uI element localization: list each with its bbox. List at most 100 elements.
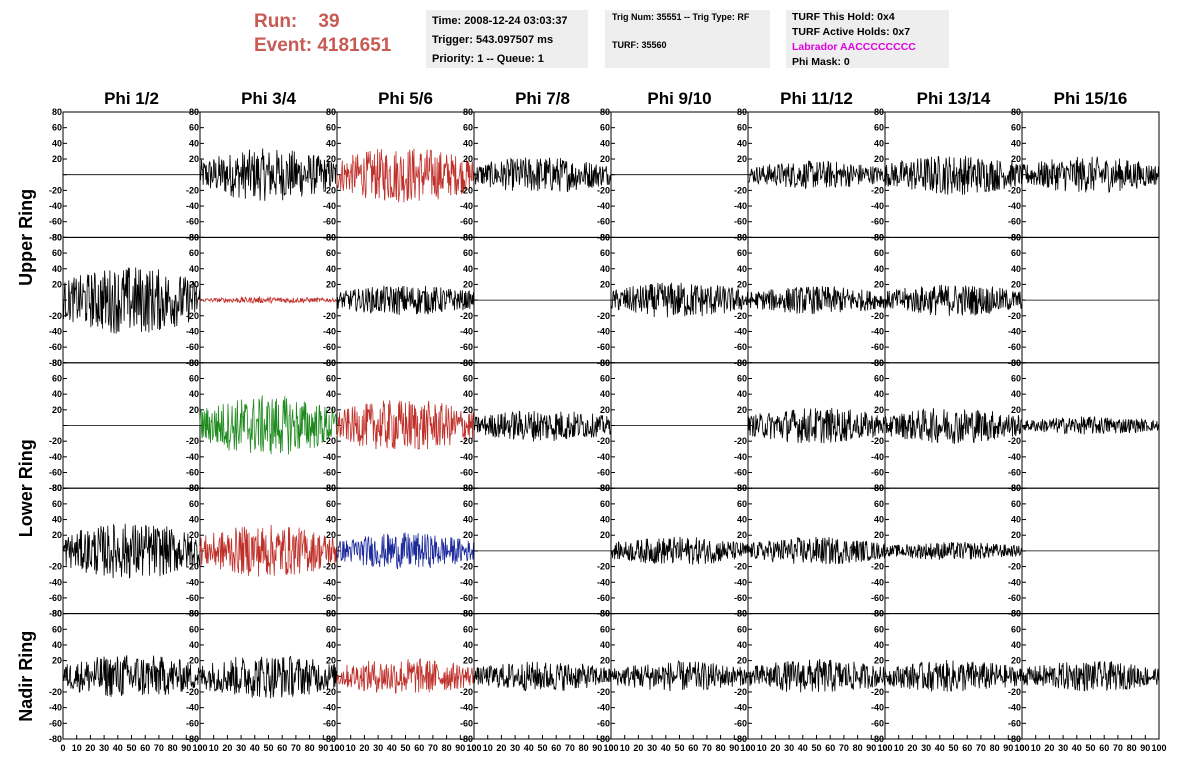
x-tick-label: 30 xyxy=(921,743,931,753)
y-tick-label: 40 xyxy=(189,640,199,650)
x-tick-label: 60 xyxy=(551,743,561,753)
x-tick-label: 40 xyxy=(250,743,260,753)
event-value: 4181651 xyxy=(317,35,392,56)
x-tick-label: 90 xyxy=(1003,743,1013,753)
waveform-trace xyxy=(199,395,338,455)
y-tick-label: 80 xyxy=(52,232,62,242)
y-tick-label: 80 xyxy=(463,358,473,368)
y-tick-label: 80 xyxy=(52,107,62,117)
y-tick-label: -20 xyxy=(1008,562,1021,572)
y-tick-label: 80 xyxy=(326,483,336,493)
x-tick-label: 70 xyxy=(702,743,712,753)
y-tick-label: 20 xyxy=(326,656,336,666)
y-tick-label: 60 xyxy=(463,123,473,133)
y-tick-label: 40 xyxy=(737,515,747,525)
y-tick-label: 40 xyxy=(874,515,884,525)
waveform-trace xyxy=(473,661,612,692)
x-tick-label: 30 xyxy=(236,743,246,753)
x-tick-label: 50 xyxy=(1085,743,1095,753)
y-tick-label: 60 xyxy=(874,499,884,509)
y-tick-label: 60 xyxy=(326,123,336,133)
y-tick-label: -20 xyxy=(1008,687,1021,697)
y-tick-label: -80 xyxy=(49,232,62,242)
y-tick-label: -20 xyxy=(871,562,884,572)
y-tick-label: -60 xyxy=(734,593,747,603)
x-tick-label: 100 xyxy=(603,743,618,753)
x-tick-label: 60 xyxy=(825,743,835,753)
y-tick-label: 60 xyxy=(52,123,62,133)
y-tick-label: -40 xyxy=(1008,452,1021,462)
x-tick-label: 50 xyxy=(537,743,547,753)
column-title: Phi 7/8 xyxy=(515,89,570,108)
waveform-trace xyxy=(62,655,201,697)
x-tick-label: 90 xyxy=(866,743,876,753)
waveform-trace xyxy=(884,155,1023,195)
y-tick-label: 40 xyxy=(1011,138,1021,148)
x-tick-label: 40 xyxy=(935,743,945,753)
x-tick-label: 60 xyxy=(414,743,424,753)
y-tick-label: -40 xyxy=(1008,577,1021,587)
y-tick-label: -60 xyxy=(734,217,747,227)
y-tick-label: 40 xyxy=(189,389,199,399)
x-tick-label: 40 xyxy=(113,743,123,753)
waveform-trace xyxy=(199,148,338,201)
y-tick-label: 80 xyxy=(874,483,884,493)
column-title: Phi 9/10 xyxy=(647,89,711,108)
y-tick-label: -60 xyxy=(460,718,473,728)
y-tick-label: 40 xyxy=(326,138,336,148)
y-tick-label: -60 xyxy=(1008,342,1021,352)
y-tick-label: -40 xyxy=(734,577,747,587)
y-tick-label: -40 xyxy=(323,326,336,336)
y-tick-label: 80 xyxy=(737,483,747,493)
y-tick-label: 40 xyxy=(737,640,747,650)
y-tick-label: -20 xyxy=(186,562,199,572)
x-tick-label: 10 xyxy=(894,743,904,753)
time-text: Time: 2008-12-24 03:03:37 xyxy=(432,15,568,27)
y-tick-label: -20 xyxy=(49,185,62,195)
y-tick-label: -60 xyxy=(323,593,336,603)
y-tick-label: 60 xyxy=(600,624,610,634)
x-tick-label: 60 xyxy=(1099,743,1109,753)
y-tick-label: 40 xyxy=(600,138,610,148)
y-tick-label: 60 xyxy=(52,248,62,258)
y-tick-label: -60 xyxy=(871,718,884,728)
x-tick-label: 80 xyxy=(442,743,452,753)
x-tick-label: 60 xyxy=(962,743,972,753)
x-tick-label: 40 xyxy=(798,743,808,753)
x-tick-label: 20 xyxy=(359,743,369,753)
waveform-trace xyxy=(62,523,201,579)
waveform-trace xyxy=(747,407,886,444)
y-tick-label: 80 xyxy=(874,358,884,368)
y-tick-label: -40 xyxy=(49,577,62,587)
y-tick-label: -40 xyxy=(597,703,610,713)
y-tick-label: 80 xyxy=(463,232,473,242)
y-tick-label: 60 xyxy=(189,123,199,133)
column-title: Phi 5/6 xyxy=(378,89,433,108)
y-tick-label: 20 xyxy=(874,530,884,540)
y-tick-label: -20 xyxy=(323,436,336,446)
y-tick-label: 60 xyxy=(326,248,336,258)
y-tick-label: 80 xyxy=(737,232,747,242)
y-tick-label: 40 xyxy=(463,640,473,650)
y-tick-label: -40 xyxy=(597,577,610,587)
x-tick-label: 40 xyxy=(1072,743,1082,753)
trig-info-box: Trig Num: 35551 -- Trig Type: RF TURF: 3… xyxy=(605,10,770,68)
x-tick-label: 100 xyxy=(1151,743,1166,753)
y-tick-label: 80 xyxy=(1011,107,1021,117)
y-tick-label: 60 xyxy=(737,499,747,509)
y-tick-label: -40 xyxy=(460,452,473,462)
y-tick-label: 20 xyxy=(463,405,473,415)
y-tick-label: -60 xyxy=(597,593,610,603)
y-tick-label: -20 xyxy=(460,436,473,446)
row-group-label: Upper Ring xyxy=(16,189,36,286)
y-tick-label: 80 xyxy=(189,358,199,368)
y-tick-label: 20 xyxy=(874,405,884,415)
x-tick-label: 30 xyxy=(373,743,383,753)
y-tick-label: -20 xyxy=(323,311,336,321)
y-tick-label: 20 xyxy=(1011,405,1021,415)
trigger-text: Trigger: 543.097507 ms xyxy=(432,34,554,46)
y-tick-label: 60 xyxy=(463,499,473,509)
y-tick-label: -20 xyxy=(186,436,199,446)
y-tick-label: 60 xyxy=(189,248,199,258)
waveform-trace xyxy=(610,660,749,692)
